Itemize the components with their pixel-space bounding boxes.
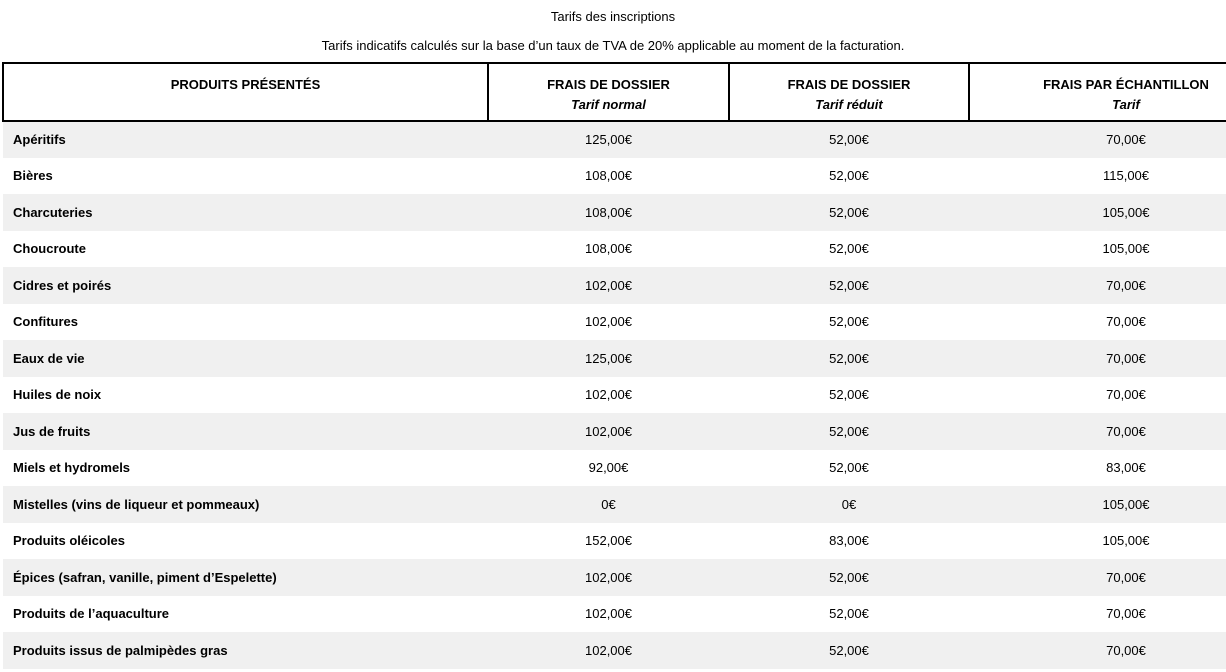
price-tarif-normal: 102,00€: [585, 642, 632, 658]
price-echantillon: 70,00€: [1106, 606, 1146, 622]
price-echantillon: 105,00€: [1102, 533, 1150, 549]
table-row: Épices (safran, vanille, piment d’Espele…: [3, 559, 1226, 596]
price-tarif-normal: 125,00€: [585, 350, 632, 366]
col-header-label: PRODUITS PRÉSENTÉS: [170, 77, 321, 92]
price-tarif-reduit: 0€: [841, 496, 857, 512]
price-echantillon: 70,00€: [1106, 314, 1146, 330]
price-echantillon: 83,00€: [1106, 460, 1146, 476]
product-name: Confitures: [13, 314, 78, 330]
price-tarif-reduit: 52,00€: [829, 460, 869, 476]
price-tarif-reduit: 52,00€: [829, 168, 869, 184]
price-tarif-reduit: 52,00€: [829, 132, 869, 148]
price-echantillon: 105,00€: [1102, 241, 1150, 257]
price-tarif-normal: 92,00€: [588, 460, 629, 476]
col-header-produits: PRODUITS PRÉSENTÉS: [2, 62, 489, 122]
price-tarif-normal: 102,00€: [585, 569, 632, 585]
price-tarif-normal: 152,00€: [585, 533, 632, 549]
product-name: Apéritifs: [13, 132, 66, 148]
tariff-table-header: PRODUITS PRÉSENTÉS FRAIS DE DOSSIER Tari…: [2, 62, 1226, 122]
price-tarif-normal: 102,00€: [585, 277, 632, 293]
price-tarif-reduit: 83,00€: [829, 533, 869, 549]
product-name: Eaux de vie: [13, 350, 85, 366]
tariff-table: PRODUITS PRÉSENTÉS FRAIS DE DOSSIER Tari…: [2, 62, 1226, 669]
table-row: Confitures 102,00€ 52,00€ 70,00€: [3, 303, 1226, 340]
col-header-frais-normal: FRAIS DE DOSSIER Tarif normal: [487, 62, 730, 122]
price-tarif-reduit: 52,00€: [829, 350, 869, 366]
price-echantillon: 70,00€: [1106, 642, 1146, 658]
tariff-table-body: Apéritifs 125,00€ 52,00€ 70,00€ Bières 108,00…: [3, 121, 1226, 669]
table-row: Cidres et poirés 102,00€ 52,00€ 70,00€: [3, 267, 1226, 304]
price-echantillon: 105,00€: [1102, 204, 1150, 220]
col-header-label: FRAIS DE DOSSIER: [787, 77, 911, 92]
price-tarif-normal: 102,00€: [585, 423, 632, 439]
price-echantillon: 70,00€: [1106, 132, 1146, 148]
table-row: Choucroute 108,00€ 52,00€ 105,00€: [3, 230, 1226, 267]
table-row: Charcuteries 108,00€ 52,00€ 105,00€: [3, 194, 1226, 231]
price-echantillon: 70,00€: [1106, 423, 1146, 439]
price-echantillon: 70,00€: [1106, 569, 1146, 585]
price-echantillon: 70,00€: [1106, 277, 1146, 293]
header-row: PRODUITS PRÉSENTÉS FRAIS DE DOSSIER Tari…: [2, 62, 1226, 122]
col-header-label: FRAIS DE DOSSIER: [547, 77, 670, 92]
table-row: Mistelles (vins de liqueur et pommeaux) 0…: [3, 486, 1226, 523]
table-row: Bières 108,00€ 52,00€ 115,00€: [3, 157, 1226, 194]
product-name: Cidres et poirés: [13, 277, 112, 293]
table-row: Produits de l’aquaculture 102,00€ 52,00€ 70…: [3, 595, 1226, 632]
price-tarif-normal: 108,00€: [585, 168, 632, 184]
product-name: Miels et hydromels: [13, 460, 131, 476]
table-row: Produits issus de palmipèdes gras 102,00€…: [3, 632, 1226, 669]
price-echantillon: 70,00€: [1106, 387, 1146, 403]
price-echantillon: 105,00€: [1102, 496, 1150, 512]
page-subtitle: Tarifs indicatifs calculés sur la base d…: [321, 38, 905, 53]
product-name: Choucroute: [13, 241, 86, 257]
table-row: Jus de fruits 102,00€ 52,00€ 70,00€: [3, 413, 1226, 450]
price-tarif-normal: 108,00€: [585, 241, 632, 257]
price-tarif-normal: 125,00€: [585, 132, 632, 148]
product-name: Produits oléicoles: [13, 533, 125, 549]
price-echantillon: 70,00€: [1106, 350, 1146, 366]
price-tarif-reduit: 52,00€: [829, 569, 869, 585]
price-tarif-normal: 102,00€: [585, 387, 632, 403]
price-tarif-reduit: 52,00€: [829, 241, 869, 257]
price-tarif-reduit: 52,00€: [829, 423, 869, 439]
col-header-frais-reduit: FRAIS DE DOSSIER Tarif réduit: [728, 62, 970, 122]
table-row: Produits oléicoles 152,00€ 83,00€ 105,00€: [3, 522, 1226, 559]
table-row: Miels et hydromels 92,00€ 52,00€ 83,00€: [3, 449, 1226, 486]
table-row: Apéritifs 125,00€ 52,00€ 70,00€: [3, 121, 1226, 158]
price-echantillon: 115,00€: [1102, 168, 1150, 184]
product-name: Produits issus de palmipèdes gras: [13, 642, 228, 658]
price-tarif-reduit: 52,00€: [829, 277, 869, 293]
price-tarif-reduit: 52,00€: [829, 606, 869, 622]
price-tarif-reduit: 52,00€: [829, 314, 869, 330]
price-tarif-normal: 102,00€: [585, 314, 632, 330]
price-tarif-reduit: 52,00€: [829, 204, 869, 220]
price-tarif-normal: 102,00€: [585, 606, 632, 622]
product-name: Huiles de noix: [13, 387, 102, 403]
col-header-sublabel: Tarif: [1112, 97, 1140, 112]
price-tarif-reduit: 52,00€: [829, 642, 869, 658]
price-tarif-normal: 108,00€: [585, 204, 632, 220]
col-header-sublabel: Tarif réduit: [815, 97, 883, 112]
page-title: Tarifs des inscriptions: [550, 9, 676, 24]
product-name: Épices (safran, vanille, piment d’Espele…: [13, 569, 277, 585]
price-tarif-normal: 0€: [601, 496, 616, 512]
col-header-sublabel: Tarif normal: [571, 97, 646, 112]
product-name: Bières: [13, 168, 53, 184]
col-header-echantillon: FRAIS PAR ÉCHANTILLON Tarif: [968, 62, 1226, 122]
product-name: Mistelles (vins de liqueur et pommeaux): [13, 496, 260, 512]
product-name: Jus de fruits: [13, 423, 91, 439]
table-row: Eaux de vie 125,00€ 52,00€ 70,00€: [3, 340, 1226, 377]
price-tarif-reduit: 52,00€: [829, 387, 869, 403]
product-name: Produits de l’aquaculture: [13, 606, 170, 622]
product-name: Charcuteries: [13, 204, 93, 220]
table-row: Huiles de noix 102,00€ 52,00€ 70,00€: [3, 376, 1226, 413]
col-header-label: FRAIS PAR ÉCHANTILLON: [1043, 77, 1209, 92]
